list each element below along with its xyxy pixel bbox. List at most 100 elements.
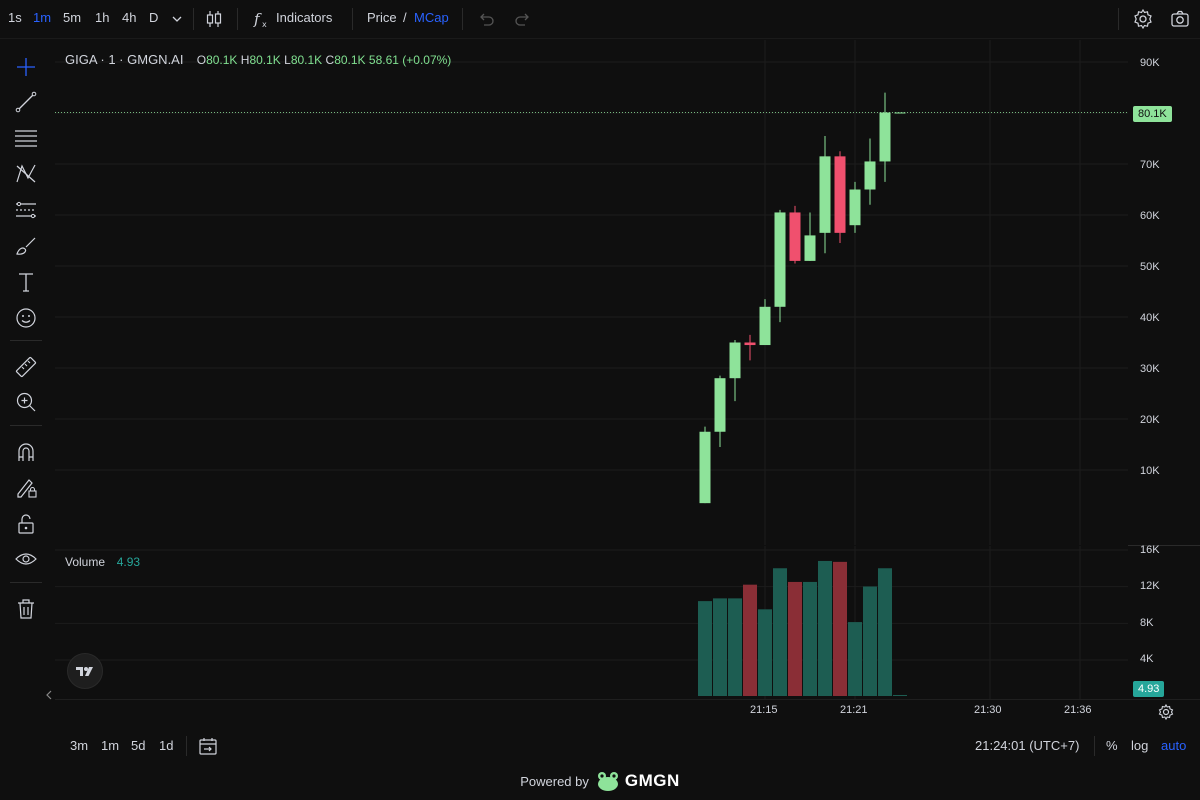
volume-tick: 16K [1140, 544, 1160, 556]
volume-chart[interactable] [55, 546, 1128, 699]
ohlc-legend: GIGA · 1 · GMGN.AI O80.1K H80.1K L80.1K … [65, 52, 451, 67]
volume-value: 4.93 [116, 555, 141, 569]
candle-body [894, 112, 906, 114]
forecast-icon[interactable] [14, 198, 38, 222]
candle [789, 205, 801, 264]
candle [714, 375, 726, 448]
interval-5m[interactable]: 5m [63, 10, 82, 25]
auto-toggle[interactable]: auto [1161, 738, 1187, 753]
volume-tick: 8K [1140, 617, 1154, 629]
range-5d[interactable]: 5d [131, 738, 146, 753]
go-to-date-icon[interactable] [197, 735, 219, 757]
candle [894, 112, 906, 114]
top-toolbar: 1s 1m 5m 1h 4h D f x Indicators Price / … [0, 0, 1200, 39]
powered-by-text: Powered by [520, 773, 589, 789]
volume-bar [713, 598, 727, 696]
candle [879, 92, 891, 182]
collapse-chevron-icon[interactable] [44, 688, 54, 702]
indicators-button[interactable]: Indicators [276, 10, 333, 25]
svg-text:f: f [253, 10, 262, 28]
current-volume-tag: 4.93 [1133, 681, 1165, 697]
interval-4h[interactable]: 4h [122, 10, 137, 25]
time-axis-line [55, 699, 1200, 700]
volume-bar [893, 695, 907, 696]
price-tick: 30K [1140, 363, 1160, 375]
tradingview-logo[interactable] [67, 653, 103, 689]
candle [759, 299, 771, 346]
divider [186, 736, 187, 756]
price-axis[interactable]: 90K 70K 60K 50K 40K 30K 20K 10K 16K 12K … [1128, 40, 1200, 700]
mcap-toggle[interactable]: MCap [414, 10, 449, 25]
range-1m[interactable]: 1m [101, 738, 120, 753]
brush-icon[interactable] [14, 234, 38, 258]
price-tick: 40K [1140, 312, 1160, 324]
redo-icon[interactable] [512, 8, 534, 30]
ruler-icon[interactable] [14, 355, 38, 379]
range-3m[interactable]: 3m [70, 738, 89, 753]
divider [193, 8, 194, 30]
interval-d[interactable]: D [149, 10, 159, 25]
volume-bar [788, 581, 802, 696]
divider [10, 582, 42, 583]
trend-line-icon[interactable] [14, 90, 38, 114]
close-value: 80.1K [334, 53, 366, 67]
trash-icon[interactable] [14, 597, 38, 621]
low-value: 80.1K [290, 53, 323, 67]
clock-timezone[interactable]: 21:24:01 (UTC+7) [975, 738, 1080, 753]
candle-body [789, 212, 801, 261]
text-icon[interactable] [14, 270, 38, 294]
function-icon[interactable]: f x [251, 8, 273, 30]
divider [462, 8, 463, 30]
undo-icon[interactable] [475, 8, 497, 30]
candle [834, 151, 846, 244]
candle [774, 209, 786, 323]
volume-label: Volume [65, 555, 106, 569]
change-value: 58.61 (+0.07%) [368, 53, 452, 67]
volume-bar [848, 622, 862, 696]
time-tick: 21:15 [750, 704, 778, 716]
divider [1118, 8, 1119, 30]
price-chart[interactable] [55, 40, 1128, 545]
eye-icon[interactable] [14, 547, 38, 571]
axis-settings-icon[interactable] [1157, 703, 1175, 721]
candle-body [729, 342, 741, 379]
emoji-icon[interactable] [14, 306, 38, 330]
volume-pane[interactable]: Volume 4.93 [55, 546, 1128, 699]
chevron-down-icon[interactable] [166, 8, 188, 30]
candles-icon[interactable] [203, 8, 225, 30]
price-tick: 20K [1140, 414, 1160, 426]
open-value: 80.1K [206, 53, 238, 67]
bottom-toolbar: 3m 1m 5d 1d 21:24:01 (UTC+7) % log auto [0, 730, 1200, 762]
percent-toggle[interactable]: % [1106, 738, 1118, 753]
candle [699, 426, 711, 504]
svg-text:x: x [262, 20, 267, 29]
unlock-icon[interactable] [14, 512, 38, 536]
range-1d[interactable]: 1d [159, 738, 174, 753]
price-toggle[interactable]: Price [367, 10, 397, 25]
crosshair-icon[interactable] [14, 55, 38, 79]
volume-bar [743, 584, 757, 696]
lock-drawing-icon[interactable] [14, 476, 38, 500]
candle [744, 334, 756, 361]
log-toggle[interactable]: log [1131, 738, 1149, 753]
divider [10, 340, 42, 341]
price-tick: 10K [1140, 465, 1160, 477]
divider [237, 8, 238, 30]
settings-gear-icon[interactable] [1132, 8, 1154, 30]
high-value: 80.1K [249, 53, 281, 67]
candle [729, 339, 741, 402]
camera-icon[interactable] [1169, 8, 1191, 30]
candle-body [864, 161, 876, 190]
interval-1h[interactable]: 1h [95, 10, 110, 25]
candle [849, 181, 861, 233]
price-pane[interactable]: GIGA · 1 · GMGN.AI O80.1K H80.1K L80.1K … [55, 40, 1128, 545]
interval-1s[interactable]: 1s [8, 10, 22, 25]
magnet-icon[interactable] [14, 440, 38, 464]
candle-body [774, 212, 786, 307]
interval-1m[interactable]: 1m [33, 10, 52, 25]
pattern-icon[interactable] [14, 162, 38, 186]
fib-retracement-icon[interactable] [14, 126, 38, 150]
candle [819, 135, 831, 254]
divider [352, 8, 353, 30]
zoom-in-icon[interactable] [14, 390, 38, 414]
